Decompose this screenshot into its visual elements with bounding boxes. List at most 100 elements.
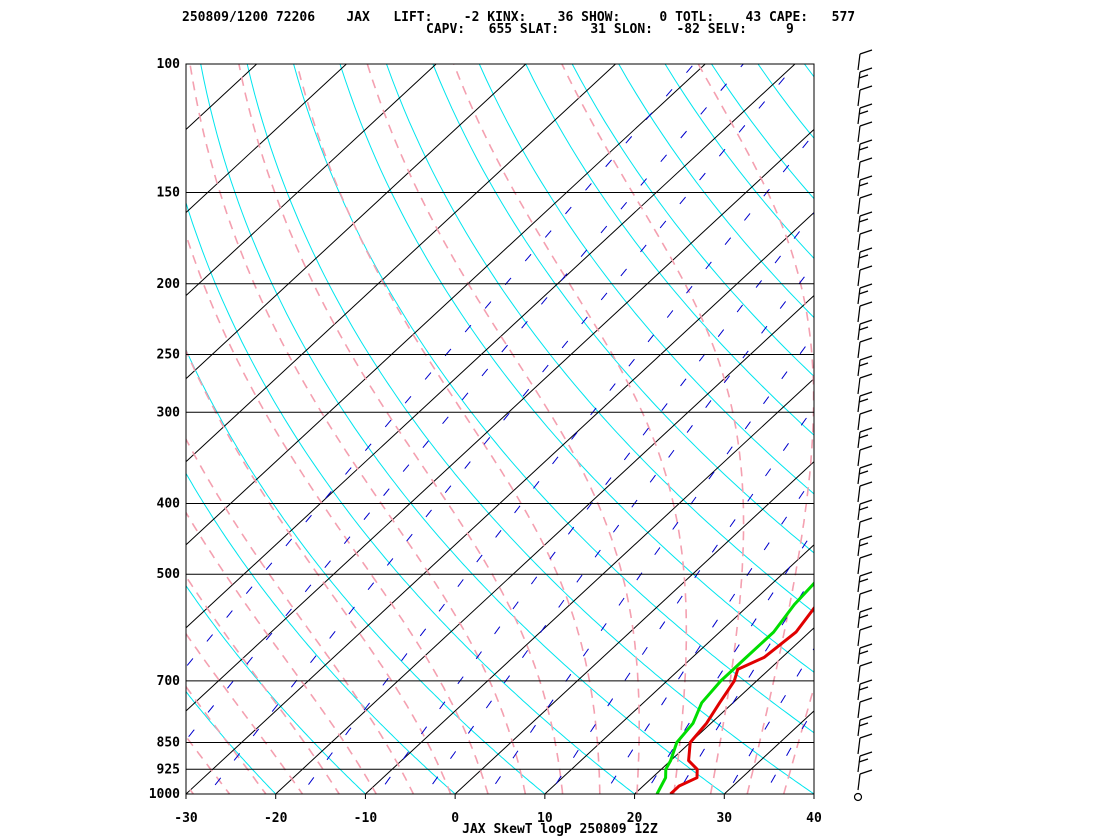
wind-barb-staff xyxy=(857,71,861,89)
wind-barb-flag xyxy=(859,301,873,307)
wind-barbs-column xyxy=(853,49,873,802)
isotherm xyxy=(633,627,814,794)
wind-barb-flag xyxy=(859,535,873,541)
wind-barb-flag xyxy=(858,326,869,331)
wind-barb-staff xyxy=(857,323,861,341)
moist-adiabat xyxy=(186,735,231,794)
wind-barb xyxy=(857,625,873,647)
wind-barb-staff xyxy=(857,251,861,269)
wind-barb-staff xyxy=(857,665,861,683)
wind-barb xyxy=(857,517,873,539)
wind-barb-staff xyxy=(857,377,861,395)
isotherm xyxy=(454,461,814,794)
moist-adiabat xyxy=(453,64,688,794)
header-line-2: CAPV: 655 SLAT: 31 SLON: -82 SELV: 9 xyxy=(426,22,794,37)
wind-barb-flag xyxy=(858,398,869,403)
wind-barb-flag xyxy=(858,614,869,619)
isotherm xyxy=(186,64,706,546)
pressure-tick-label: 700 xyxy=(157,674,181,689)
wind-barb xyxy=(857,409,873,431)
chart-footer-title: JAX SkewT logP 250809 12Z xyxy=(462,822,658,837)
wind-barb xyxy=(857,337,873,359)
wind-barb xyxy=(857,445,873,467)
wind-barb-staff xyxy=(857,179,861,197)
wind-barb-staff xyxy=(857,197,861,215)
wind-barb-staff xyxy=(857,485,861,503)
moist-adiabat xyxy=(186,511,378,794)
wind-barb-flag xyxy=(859,229,873,235)
wind-barb xyxy=(857,229,873,251)
wind-barb-staff xyxy=(857,701,861,719)
wind-barb-flag xyxy=(858,650,869,655)
isotherm xyxy=(186,128,814,712)
wind-barb-flag xyxy=(859,49,873,55)
wind-barb xyxy=(857,265,873,287)
wind-barb-staff xyxy=(857,287,861,305)
wind-barb-flag xyxy=(859,265,873,271)
wind-barb xyxy=(857,67,873,89)
dry-adiabat xyxy=(186,348,546,794)
moist-adiabat xyxy=(238,64,564,794)
wind-barb-staff xyxy=(857,539,861,557)
moist-adiabat xyxy=(561,64,745,794)
wind-barb-staff xyxy=(857,341,861,359)
header-line-1: 250809/1200 72206 JAX LIFT: -2 KINX: 36 … xyxy=(182,10,855,25)
isotherm xyxy=(186,211,814,794)
wind-barb-flag xyxy=(859,625,873,631)
wind-barb-staff xyxy=(857,575,861,593)
wind-barb xyxy=(857,715,873,737)
wind-barb xyxy=(857,391,873,413)
wind-barb xyxy=(857,427,873,449)
wind-barb xyxy=(857,607,873,629)
wind-barb-staff xyxy=(857,107,861,125)
temperature-tick-label: -30 xyxy=(174,811,198,826)
wind-barb-flag xyxy=(859,607,873,613)
wind-barb xyxy=(857,535,873,557)
wind-barb xyxy=(857,193,873,215)
wind-barb xyxy=(857,49,873,71)
wind-barb-flag xyxy=(859,103,873,109)
wind-barb-flag xyxy=(858,722,869,727)
wind-barb xyxy=(857,283,873,305)
wind-barb-staff xyxy=(857,53,861,71)
wind-barb-staff xyxy=(857,629,861,647)
wind-barb-flag xyxy=(859,643,873,649)
pressure-tick-label: 300 xyxy=(157,405,181,420)
dry-adiabat xyxy=(571,64,814,378)
wind-barb-flag xyxy=(859,697,873,703)
pressure-tick-label: 150 xyxy=(157,186,181,201)
wind-barb-staff xyxy=(857,413,861,431)
wind-barb-flag xyxy=(859,463,873,469)
wind-barb-flag xyxy=(859,409,873,415)
mixing-ratio-line xyxy=(676,574,814,794)
wind-barb xyxy=(857,661,873,683)
wind-barb-flag xyxy=(859,121,873,127)
wind-barb-flag xyxy=(859,157,873,163)
wind-barb-flag xyxy=(859,355,873,361)
wind-barb-flag xyxy=(858,290,869,295)
pressure-tick-label: 925 xyxy=(157,762,180,777)
wind-barb-staff xyxy=(857,737,861,755)
temperature-tick-label: 30 xyxy=(716,811,732,826)
wind-barb-staff xyxy=(857,773,861,791)
wind-barb xyxy=(857,751,873,773)
wind-barb xyxy=(857,643,873,665)
moist-adiabat xyxy=(186,437,415,794)
wind-barb-flag xyxy=(859,481,873,487)
wind-barb-staff xyxy=(857,449,861,467)
dry-adiabat xyxy=(246,64,814,794)
mixing-ratio-line xyxy=(207,64,797,794)
wind-barb-flag xyxy=(858,74,869,79)
isotherm xyxy=(186,64,796,629)
calm-wind-circle xyxy=(853,792,863,802)
wind-barb-flag xyxy=(859,751,873,757)
wind-barb-flag xyxy=(859,571,873,577)
wind-barb-flag xyxy=(858,578,869,583)
wind-barb xyxy=(857,175,873,197)
wind-barb-flag xyxy=(859,175,873,181)
sounding-profiles xyxy=(655,581,814,794)
pressure-tick-label: 1000 xyxy=(149,787,180,802)
moist-adiabat xyxy=(186,232,489,794)
